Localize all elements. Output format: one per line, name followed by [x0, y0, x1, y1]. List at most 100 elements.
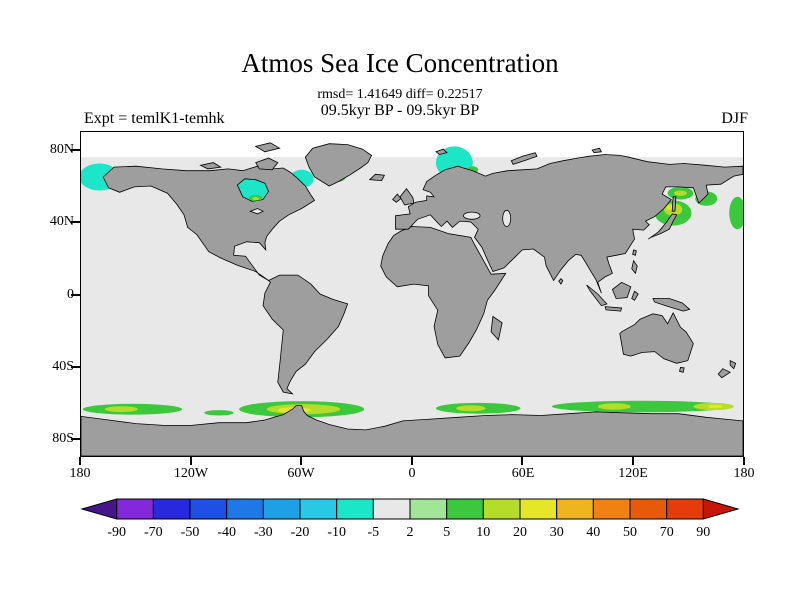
- colorbar: -90 -70 -50 -40 -30 -20 -10 -5 2 5 10 20…: [80, 498, 740, 546]
- x-tick-mark: [743, 457, 745, 465]
- colorbar-tick-label: 30: [549, 525, 564, 540]
- colorbar-segment: [116, 498, 154, 520]
- ellesmere-island: [256, 143, 280, 152]
- caspian-sea: [503, 210, 511, 226]
- colorbar-segment: [556, 498, 594, 520]
- philippines: [632, 261, 638, 274]
- colorbar-tick-label: -20: [290, 525, 310, 540]
- colorbar-tick-label: -40: [217, 525, 237, 540]
- y-axis-label: 0: [67, 287, 74, 302]
- arctic-nodata-strip: [81, 132, 743, 158]
- colorbar-segment: [152, 498, 191, 520]
- sri-lanka: [559, 279, 563, 284]
- south-america: [263, 275, 348, 394]
- x-axis-label: 180: [733, 466, 755, 481]
- anomaly-so-indian-yg1: [597, 403, 631, 410]
- colorbar-segment: [226, 498, 264, 520]
- severnaya-zemlya: [592, 148, 601, 153]
- colorbar-tick-label: 90: [696, 525, 711, 540]
- x-axis-label: 180: [69, 466, 91, 481]
- australia: [620, 313, 694, 363]
- x-tick-mark: [521, 457, 523, 465]
- colorbar-segment: [666, 498, 704, 520]
- colorbar-segment: [336, 498, 374, 520]
- sumatra: [587, 285, 607, 306]
- x-tick-mark: [190, 457, 192, 465]
- anomaly-so-atlantic-yg: [456, 405, 486, 412]
- anomaly-okhotsk-core: [674, 190, 687, 196]
- antarctica: [81, 406, 743, 456]
- novaya-zemlya: [511, 153, 537, 165]
- colorbar-tick-label: -30: [253, 525, 273, 540]
- borneo: [612, 282, 630, 298]
- japan: [648, 214, 677, 239]
- hudson-bay-anomaly: [237, 179, 268, 202]
- y-axis-label: 40S: [52, 359, 74, 374]
- iceland: [370, 174, 385, 180]
- colorbar-segment: [482, 498, 521, 520]
- y-tick-mark: [71, 221, 80, 223]
- x-axis-label: 120E: [618, 466, 648, 481]
- colorbar-segment: [629, 498, 668, 520]
- y-tick-mark: [71, 366, 80, 368]
- y-tick-mark: [71, 149, 80, 151]
- svalbard: [436, 149, 447, 154]
- experiment-label: Expt = temlK1-temhk: [84, 110, 225, 127]
- anomaly-dateline-green: [729, 196, 743, 230]
- plot-title: Atmos Sea Ice Concentration: [241, 48, 559, 78]
- great-lakes: [250, 209, 263, 214]
- colorbar-tick-label: 10: [476, 525, 491, 540]
- y-axis-label: 80S: [52, 431, 74, 446]
- colorbar-tick-label: 5: [443, 525, 451, 540]
- colorbar-segment: [409, 498, 448, 520]
- java: [605, 307, 622, 312]
- x-axis-label: 60W: [287, 466, 315, 481]
- colorbar-segment: [519, 498, 558, 520]
- colorbar-tick-label: 20: [513, 525, 527, 540]
- madagascar: [491, 317, 502, 340]
- anomaly-so-pacific-core: [104, 406, 139, 413]
- new-guinea: [653, 299, 690, 312]
- anomaly-so-indian-band: [551, 400, 732, 413]
- y-tick-mark: [71, 438, 80, 440]
- colorbar-tick-label: -90: [107, 525, 127, 540]
- anomaly-so-indian-yellow: [708, 404, 723, 409]
- new-zealand-north: [730, 361, 736, 369]
- y-axis-label: 80N: [49, 142, 74, 157]
- x-tick-mark: [632, 457, 634, 465]
- taiwan: [633, 250, 637, 255]
- anomaly-hudson-bay-yg: [252, 196, 260, 201]
- colorbar-tick-label: 50: [623, 525, 637, 540]
- baffin-island: [256, 158, 278, 170]
- x-tick-mark: [411, 457, 413, 465]
- black-sea: [463, 212, 480, 219]
- victoria-island: [201, 163, 221, 169]
- colorbar-tick-label: 70: [659, 525, 674, 540]
- y-tick-mark: [71, 294, 80, 296]
- colorbar-segment: [189, 498, 228, 520]
- colorbar-left-arrow: [80, 498, 118, 520]
- colorbar-segment: [262, 498, 301, 520]
- continents: [81, 143, 743, 456]
- new-zealand-south: [718, 369, 730, 378]
- anomaly-amundsen-strip: [204, 410, 234, 416]
- colorbar-segment: [446, 498, 484, 520]
- colorbar-segment: [299, 498, 338, 520]
- sakhalin: [672, 197, 676, 211]
- greenland: [305, 144, 371, 186]
- colorbar-segment: [372, 498, 411, 520]
- x-axis-label: 120W: [173, 466, 209, 481]
- africa: [381, 227, 506, 358]
- colorbar-tick-label: -5: [367, 525, 380, 540]
- eurasia: [395, 155, 743, 294]
- season-label: DJF: [721, 110, 748, 127]
- colorbar-right-arrow: [702, 498, 740, 520]
- x-axis-label: 60E: [511, 466, 535, 481]
- rmsd-diff-stats: rmsd= 1.41649 diff= 0.22517: [317, 87, 483, 102]
- y-axis-label: 40N: [49, 214, 74, 229]
- colorbar-tick-label: -10: [327, 525, 347, 540]
- map-frame: [80, 131, 744, 457]
- x-tick-mark: [300, 457, 302, 465]
- period-label: 09.5kyr BP - 09.5kyr BP: [320, 102, 480, 119]
